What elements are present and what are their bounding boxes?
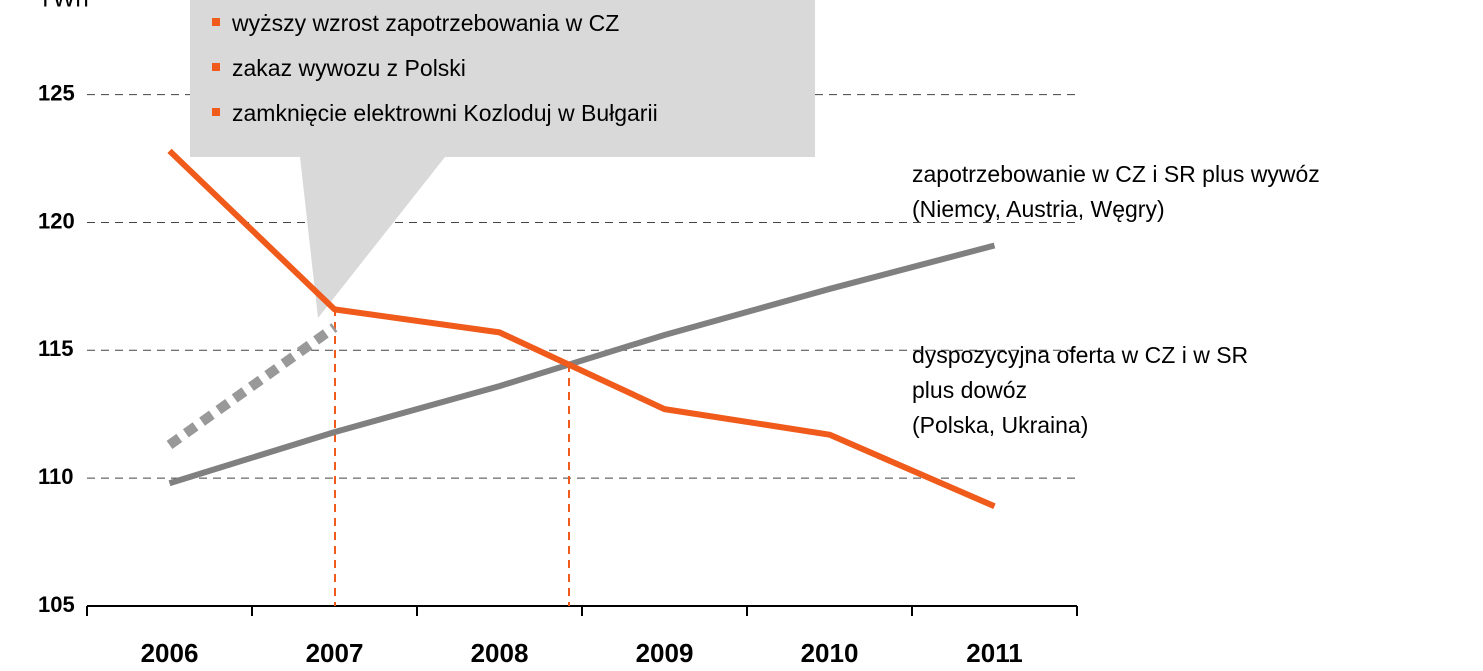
y-tick-label: 115 bbox=[38, 336, 74, 361]
y-tick-label: 120 bbox=[38, 208, 75, 233]
series-label: dyspozycyjna oferta w CZ i w SR plus dow… bbox=[912, 342, 1249, 438]
x-tick-label: 2010 bbox=[801, 638, 859, 668]
callout-item: zamknięcie elektrowni Kozloduj w Bułgari… bbox=[212, 96, 752, 130]
series-label: zapotrzebowanie w CZ i SR plus wywóz (Ni… bbox=[912, 161, 1320, 222]
callout-box bbox=[190, 0, 815, 318]
series-line bbox=[167, 148, 996, 510]
x-tick-label: 2006 bbox=[141, 638, 199, 668]
y-tick-label: 125 bbox=[38, 80, 75, 105]
callout-item: zakaz wywozu z Polski bbox=[212, 51, 752, 85]
x-tick-label: 2007 bbox=[306, 638, 364, 668]
series-line bbox=[168, 242, 996, 487]
y-tick-label: 105 bbox=[38, 592, 75, 617]
x-tick-label: 2011 bbox=[966, 638, 1022, 668]
x-tick-label: 2009 bbox=[636, 638, 694, 668]
y-axis-label: TWh bbox=[38, 0, 89, 12]
x-tick-label: 2008 bbox=[471, 638, 529, 668]
y-tick-label: 110 bbox=[38, 464, 74, 489]
series-line bbox=[166, 323, 338, 449]
callout-item: wyższy wzrost zapotrzebowania w CZ bbox=[212, 6, 752, 40]
